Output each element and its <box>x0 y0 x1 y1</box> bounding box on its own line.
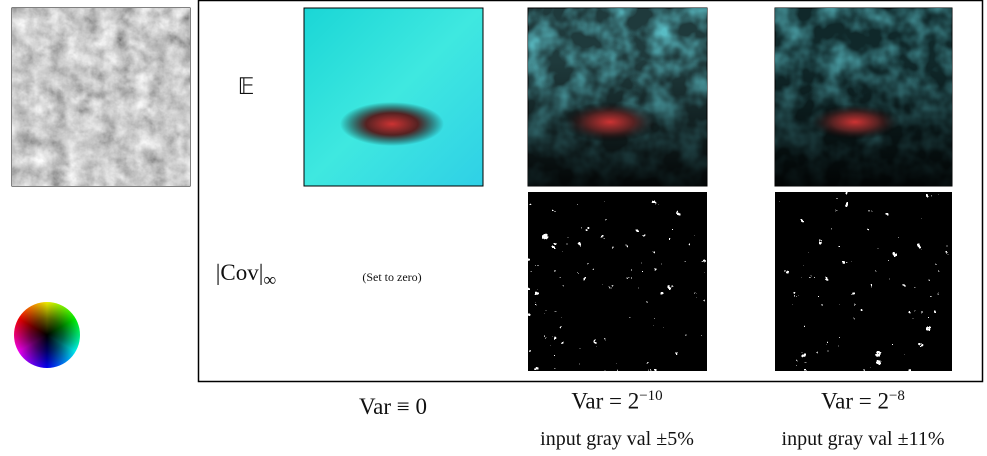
column-label-text: Var = 2 <box>571 389 639 414</box>
column-label: Var = 2−8 <box>821 388 905 415</box>
covariance-image <box>528 192 707 371</box>
figure: 𝔼 |Cov|∞ (Set to zero) Var ≡ 0 Var = 2−1… <box>0 0 987 456</box>
row-label-subscript: ∞ <box>263 270 276 290</box>
mean-image <box>775 8 952 186</box>
column-label-exponent: −10 <box>639 388 662 404</box>
mean-image <box>528 8 707 186</box>
column-caption: input gray val ±5% <box>540 428 694 451</box>
column-label: Var ≡ 0 <box>359 394 427 420</box>
column-label-exponent: −8 <box>889 388 905 404</box>
column-label: Var = 2−10 <box>571 388 662 415</box>
row-label: |Cov|∞ <box>216 260 276 291</box>
note: (Set to zero) <box>362 270 421 285</box>
input-photo-texture <box>12 8 190 186</box>
mean-image <box>304 8 483 186</box>
car-blob <box>340 102 444 146</box>
column-label-text: Var = 2 <box>821 389 889 414</box>
color-wheel <box>14 302 80 368</box>
column-caption: input gray val ±11% <box>782 428 945 451</box>
covariance-image <box>775 192 952 371</box>
row-label: 𝔼 <box>238 74 255 100</box>
row-label-text: |Cov| <box>216 260 264 285</box>
